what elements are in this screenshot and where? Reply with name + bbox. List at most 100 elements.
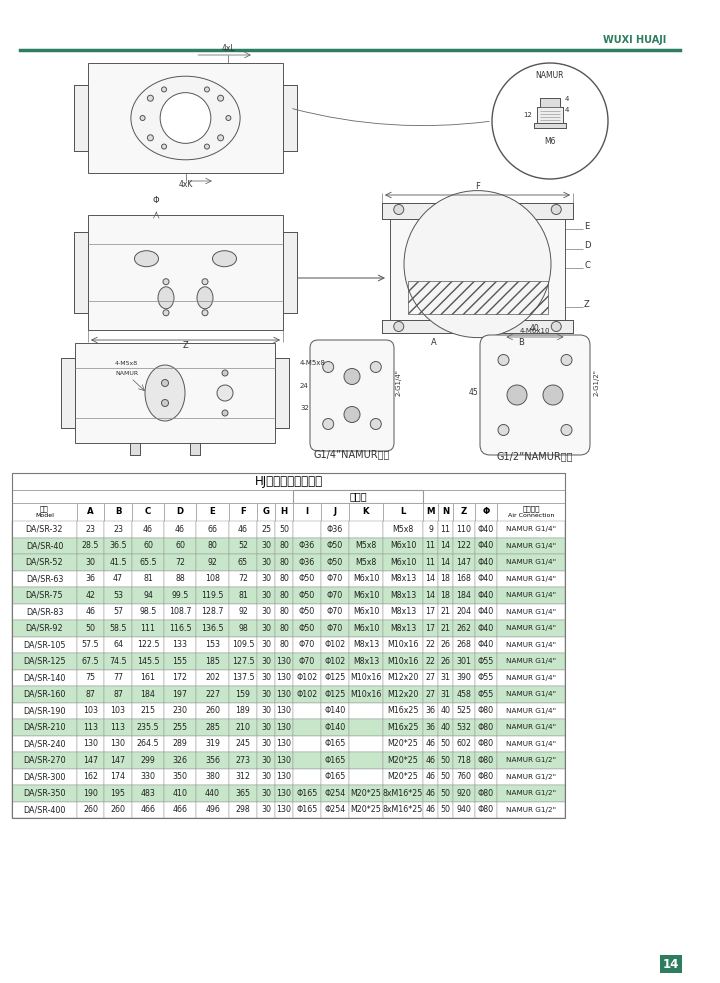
Bar xyxy=(408,281,547,314)
Bar xyxy=(229,703,257,719)
Bar xyxy=(132,620,164,637)
Bar xyxy=(453,554,475,570)
Text: 162: 162 xyxy=(83,773,98,781)
Bar xyxy=(104,752,132,769)
Text: 122.5: 122.5 xyxy=(137,640,159,649)
Bar xyxy=(383,752,423,769)
Circle shape xyxy=(394,321,404,331)
Bar xyxy=(293,587,321,604)
Text: 299: 299 xyxy=(140,756,156,765)
Circle shape xyxy=(161,145,166,149)
Bar xyxy=(275,358,289,428)
Bar xyxy=(453,587,475,604)
Circle shape xyxy=(344,369,360,384)
Text: 60: 60 xyxy=(175,542,185,550)
Bar xyxy=(77,669,104,686)
Bar xyxy=(104,653,132,669)
Bar xyxy=(453,538,475,554)
Bar xyxy=(196,538,229,554)
Bar xyxy=(164,785,196,801)
Bar xyxy=(196,703,229,719)
Text: M: M xyxy=(426,507,435,516)
Text: M20*25: M20*25 xyxy=(351,788,382,798)
Bar xyxy=(497,719,565,735)
Bar xyxy=(275,637,293,653)
Text: Φ125: Φ125 xyxy=(325,673,346,682)
Text: 103: 103 xyxy=(110,706,125,716)
Text: M20*25: M20*25 xyxy=(387,773,418,781)
Text: 21: 21 xyxy=(441,624,451,633)
Text: 718: 718 xyxy=(456,756,472,765)
Circle shape xyxy=(161,379,168,386)
Circle shape xyxy=(498,355,509,366)
Text: Φ70: Φ70 xyxy=(327,624,343,633)
Bar xyxy=(132,686,164,703)
Bar xyxy=(321,752,349,769)
Bar xyxy=(12,769,77,785)
Bar xyxy=(293,703,321,719)
Bar xyxy=(423,686,438,703)
Text: 147: 147 xyxy=(83,756,98,765)
Text: 4-M5x8: 4-M5x8 xyxy=(115,361,138,366)
Text: 326: 326 xyxy=(173,756,187,765)
Text: 30: 30 xyxy=(261,723,271,731)
Circle shape xyxy=(370,419,382,430)
Text: 330: 330 xyxy=(140,773,156,781)
Text: 532: 532 xyxy=(456,723,472,731)
Text: 262: 262 xyxy=(456,624,472,633)
Bar xyxy=(438,570,453,587)
Bar xyxy=(132,521,164,538)
Bar xyxy=(382,320,573,333)
Text: 210: 210 xyxy=(235,723,251,731)
Text: Φ: Φ xyxy=(482,507,490,516)
Bar xyxy=(229,801,257,818)
Text: HJ执行器安装尺寸表: HJ执行器安装尺寸表 xyxy=(254,475,323,488)
Text: 268: 268 xyxy=(456,640,472,649)
Text: 87: 87 xyxy=(113,690,123,699)
Bar xyxy=(423,554,438,570)
Text: Φ165: Φ165 xyxy=(325,739,346,748)
Bar xyxy=(383,686,423,703)
Text: 57: 57 xyxy=(113,607,123,616)
Text: 14: 14 xyxy=(426,591,436,600)
Text: 80: 80 xyxy=(279,557,289,567)
Bar xyxy=(104,686,132,703)
Text: 36: 36 xyxy=(86,574,96,583)
Text: M12x20: M12x20 xyxy=(387,690,419,699)
Text: Φ80: Φ80 xyxy=(478,788,494,798)
Text: M8x13: M8x13 xyxy=(353,640,379,649)
Bar xyxy=(190,443,200,455)
Text: DA/SR-63: DA/SR-63 xyxy=(26,574,63,583)
Bar xyxy=(132,503,164,521)
Bar xyxy=(77,620,104,637)
Text: 30: 30 xyxy=(261,673,271,682)
Text: Φ254: Φ254 xyxy=(325,805,346,814)
Text: 46: 46 xyxy=(238,525,248,534)
Text: Φ40: Φ40 xyxy=(478,525,494,534)
Text: D: D xyxy=(584,242,590,251)
Text: M5x8: M5x8 xyxy=(392,525,413,534)
Text: 137.5: 137.5 xyxy=(232,673,254,682)
Bar xyxy=(423,752,438,769)
Text: M10x16: M10x16 xyxy=(387,657,419,665)
Text: 22: 22 xyxy=(426,657,436,665)
Text: 46: 46 xyxy=(426,805,436,814)
Bar xyxy=(438,604,453,620)
Text: NAMUR G1/2": NAMUR G1/2" xyxy=(506,790,556,796)
Circle shape xyxy=(148,95,153,101)
Text: 130: 130 xyxy=(276,706,292,716)
Text: Φ50: Φ50 xyxy=(299,607,315,616)
Text: 17: 17 xyxy=(426,624,436,633)
Bar xyxy=(453,503,475,521)
Circle shape xyxy=(161,87,166,92)
Bar xyxy=(229,570,257,587)
Bar xyxy=(257,686,275,703)
Text: 30: 30 xyxy=(261,640,271,649)
Bar xyxy=(438,703,453,719)
Text: Φ50: Φ50 xyxy=(299,624,315,633)
Text: 9: 9 xyxy=(428,525,433,534)
Bar xyxy=(453,669,475,686)
Bar xyxy=(88,63,283,173)
Circle shape xyxy=(202,279,208,285)
Bar xyxy=(275,752,293,769)
